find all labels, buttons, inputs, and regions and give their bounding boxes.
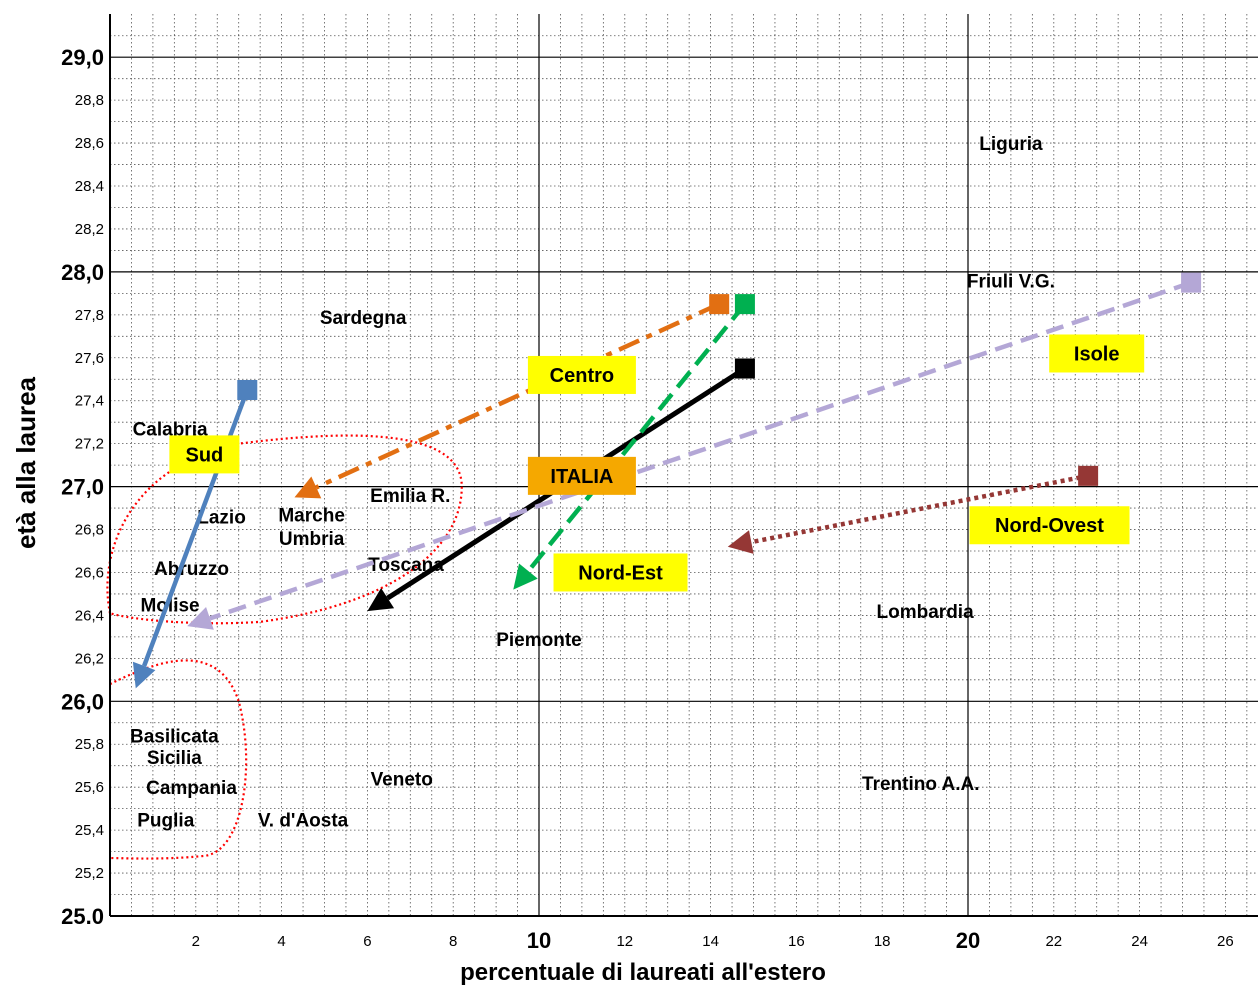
- series-arrowhead-3: [513, 563, 538, 590]
- region-labels: Liguria Friuli V.G. Sardegna Calabria Emilia…: [130, 134, 1055, 831]
- region-label: V. d'Aosta: [258, 810, 349, 831]
- region-label: Sardegna: [320, 308, 407, 329]
- x-tick-label: 18: [874, 933, 891, 950]
- x-tick-label: 10: [527, 928, 551, 953]
- region-label: Calabria: [133, 420, 208, 441]
- series-label-box-4: [1049, 334, 1145, 373]
- y-tick-label: 25.0: [61, 904, 104, 929]
- y-tick-label: 29,0: [61, 45, 104, 70]
- y-tick-label: 26,6: [75, 564, 104, 581]
- x-tick-label: 12: [616, 933, 633, 950]
- series-arrowhead-5: [727, 530, 754, 554]
- y-tick-label: 28,2: [75, 221, 104, 238]
- series-arrowhead-1: [294, 476, 322, 499]
- x-tick-label: 16: [788, 933, 805, 950]
- y-tick-label: 27,8: [75, 307, 104, 324]
- region-label: Liguria: [979, 134, 1043, 155]
- axes: 25.0 25,2 25,4 25,6 25,8 26,0 26,2 26,4 26,6 26,8…: [61, 14, 1258, 953]
- x-tick-label: 14: [702, 933, 719, 950]
- series-label-box-0: [527, 456, 636, 495]
- y-tick-label: 27,4: [75, 393, 104, 410]
- x-tick-label: 22: [1045, 933, 1062, 950]
- y-tick-label: 28,0: [61, 260, 104, 285]
- region-label: Marche: [278, 506, 345, 527]
- region-label: Molise: [140, 596, 199, 617]
- cluster-outline-south: [109, 659, 248, 860]
- region-label: Piemonte: [496, 630, 582, 651]
- x-tick-label: 26: [1217, 933, 1234, 950]
- region-label: Puglia: [137, 810, 194, 831]
- series-label-0: ITALIA: [550, 466, 613, 488]
- region-label: Toscana: [368, 555, 444, 576]
- x-tick-label: 2: [192, 933, 200, 950]
- region-label: Lazio: [197, 508, 246, 529]
- series-label-3: Nord-Est: [578, 562, 663, 584]
- series-start-marker-0: [734, 358, 755, 379]
- y-tick-label: 26,4: [75, 607, 104, 624]
- series-label-2: Sud: [185, 444, 223, 466]
- region-label: Umbria: [279, 529, 345, 550]
- series-labels: ITALIA Centro Sud Nord-Est Isole Nord-Ovest: [169, 334, 1145, 592]
- series-start-marker-5: [1078, 465, 1099, 486]
- series-start-marker-4: [1181, 272, 1202, 293]
- cluster-outlines: [106, 434, 463, 860]
- region-label: Basilicata: [130, 727, 219, 748]
- series-line-1: [315, 302, 721, 490]
- series-label-1: Centro: [550, 365, 614, 387]
- series-label-4: Isole: [1074, 343, 1120, 365]
- y-tick-label: 26,8: [75, 522, 104, 539]
- region-label: Lombardia: [877, 602, 975, 623]
- series-start-marker-1: [709, 294, 730, 315]
- x-tick-label: 20: [956, 928, 980, 953]
- series-label-box-3: [553, 553, 688, 592]
- y-tick-label: 28,4: [75, 178, 104, 195]
- x-axis-label: percentuale di laureati all'estero: [460, 959, 826, 986]
- x-tick-label: 24: [1131, 933, 1148, 950]
- region-label: Trentino A.A.: [862, 774, 980, 795]
- series-label-box-5: [969, 506, 1130, 545]
- series-line-5: [750, 473, 1089, 545]
- region-label: Emilia R.: [370, 486, 450, 507]
- region-label: Veneto: [371, 770, 433, 791]
- series-label-box-1: [527, 355, 636, 394]
- y-tick-label: 25,2: [75, 865, 104, 882]
- y-tick-label: 28,8: [75, 92, 104, 109]
- y-tick-label: 27,0: [61, 475, 104, 500]
- series-start-marker-2: [237, 379, 258, 400]
- y-tick-label: 25,6: [75, 779, 104, 796]
- x-tick-label: 6: [363, 933, 371, 950]
- y-tick-label: 26,0: [61, 689, 104, 714]
- series-label-5: Nord-Ovest: [995, 515, 1104, 537]
- series-label-box-2: [169, 435, 240, 474]
- series-arrowhead-0: [367, 588, 395, 612]
- y-tick-label: 25,8: [75, 736, 104, 753]
- x-tick-label: 8: [449, 933, 457, 950]
- series-line-4: [209, 280, 1192, 621]
- y-tick-label: 25,4: [75, 822, 104, 839]
- y-tick-label: 27,6: [75, 350, 104, 367]
- region-label: Campania: [146, 778, 237, 799]
- series-arrowhead-2: [132, 661, 156, 689]
- y-tick-label: 27,2: [75, 436, 104, 453]
- region-label: Friuli V.G.: [967, 271, 1055, 292]
- series-start-marker-3: [734, 294, 755, 315]
- y-axis-label: età alla laurea: [11, 376, 41, 549]
- series-arrowhead-4: [187, 607, 214, 630]
- y-tick-label: 28,6: [75, 135, 104, 152]
- region-label: Abruzzo: [154, 559, 229, 580]
- x-tick-label: 4: [277, 933, 285, 950]
- series-arrows: [132, 272, 1202, 689]
- y-tick-label: 26,2: [75, 650, 104, 667]
- region-label: Sicilia: [147, 748, 202, 769]
